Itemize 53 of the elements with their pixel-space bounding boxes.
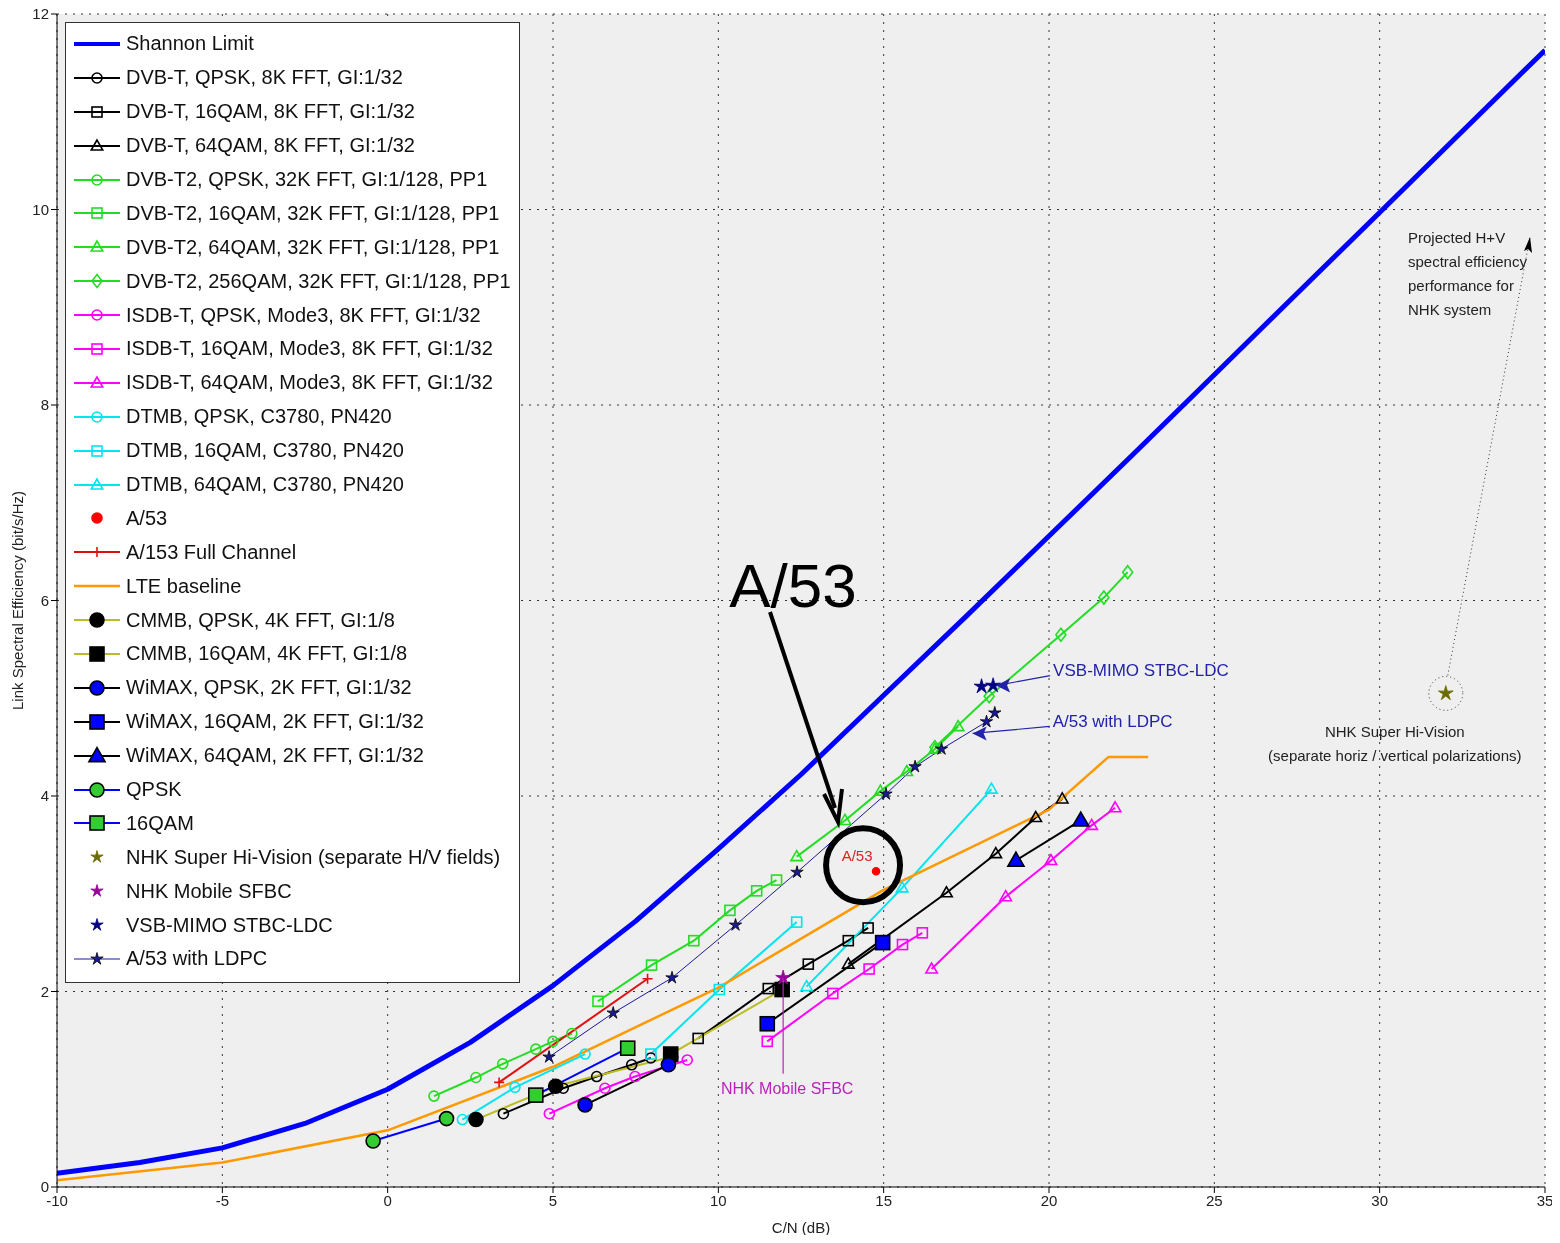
legend-label: Shannon Limit — [126, 32, 254, 56]
x-tick-label: 15 — [875, 1191, 893, 1209]
y-tick-label: 2 — [40, 982, 49, 1000]
annotation: NHK Mobile SFBC — [720, 1079, 854, 1097]
legend-label: ISDB-T, 64QAM, Mode3, 8K FFT, GI:1/32 — [126, 371, 493, 395]
legend-label: DTMB, 64QAM, C3780, PN420 — [126, 473, 404, 497]
legend-label: LTE baseline — [126, 574, 242, 598]
x-tick-label: 35 — [1536, 1191, 1554, 1209]
legend-label: NHK Super Hi-Vision (separate H/V fields) — [126, 845, 501, 869]
legend-label: QPSK — [126, 778, 182, 802]
legend-label: DVB-T, QPSK, 8K FFT, GI:1/32 — [126, 66, 403, 90]
legend-label: VSB-MIMO STBC-LDC — [126, 913, 333, 937]
annotation: A/53 — [841, 847, 873, 865]
y-tick-label: 12 — [32, 5, 49, 23]
legend-label: DTMB, 16QAM, C3780, PN420 — [126, 439, 404, 463]
legend-label: A/53 with LDPC — [126, 947, 268, 971]
annotation: A/53 — [729, 551, 857, 620]
legend-label: DVB-T, 16QAM, 8K FFT, GI:1/32 — [126, 100, 415, 124]
annotation: VSB-MIMO STBC-LDC — [1053, 660, 1229, 680]
legend-label: CMMB, 16QAM, 4K FFT, GI:1/8 — [126, 642, 408, 666]
x-tick-label: 10 — [709, 1191, 727, 1209]
legend-label: WiMAX, 64QAM, 2K FFT, GI:1/32 — [126, 744, 424, 768]
legend-label: ISDB-T, QPSK, Mode3, 8K FFT, GI:1/32 — [126, 303, 481, 327]
x-tick-label: -5 — [215, 1191, 230, 1209]
x-tick-label: 0 — [383, 1191, 392, 1209]
legend-label: WiMAX, QPSK, 2K FFT, GI:1/32 — [126, 676, 412, 700]
legend-label: CMMB, QPSK, 4K FFT, GI:1/8 — [126, 608, 395, 632]
x-tick-label: 30 — [1371, 1191, 1389, 1209]
y-axis-title: Link Spectral Efficiency (bit/s/Hz) — [9, 491, 27, 710]
annotation: Projected H+V spectral efficiency performance for NHK system — [1408, 229, 1528, 318]
legend-label: NHK Mobile SFBC — [126, 879, 292, 903]
legend-label: A/153 Full Channel — [126, 540, 297, 564]
legend-label: A/53 — [126, 506, 168, 530]
legend-label: WiMAX, 16QAM, 2K FFT, GI:1/32 — [126, 710, 424, 734]
y-tick-label: 0 — [40, 1178, 49, 1196]
annotation: A/53 with LDPC — [1052, 712, 1173, 732]
legend-label: ISDB-T, 16QAM, Mode3, 8K FFT, GI:1/32 — [126, 337, 493, 361]
y-tick-label: 8 — [40, 396, 49, 414]
legend-label: DVB-T2, 16QAM, 32K FFT, GI:1/128, PP1 — [126, 201, 500, 225]
x-tick-label: -10 — [46, 1191, 68, 1209]
x-tick-label: 5 — [548, 1191, 558, 1209]
legend-label: 16QAM — [126, 811, 194, 835]
y-tick-label: 10 — [32, 200, 49, 218]
y-tick-label: 4 — [40, 787, 49, 805]
x-tick-label: 20 — [1040, 1191, 1058, 1209]
legend-label: DTMB, QPSK, C3780, PN420 — [126, 405, 392, 429]
y-tick-label: 6 — [40, 591, 49, 609]
legend-label: DVB-T2, 64QAM, 32K FFT, GI:1/128, PP1 — [126, 235, 500, 259]
x-tick-label: 25 — [1205, 1191, 1223, 1209]
legend-label: DVB-T2, QPSK, 32K FFT, GI:1/128, PP1 — [126, 168, 488, 191]
legend-label: DVB-T, 64QAM, 8K FFT, GI:1/32 — [126, 134, 415, 158]
legend-label: DVB-T2, 256QAM, 32K FFT, GI:1/128, PP1 — [126, 269, 511, 293]
annotation: NHK Super Hi-Vision (separate horiz / vertical polarizations) — [1268, 723, 1522, 765]
